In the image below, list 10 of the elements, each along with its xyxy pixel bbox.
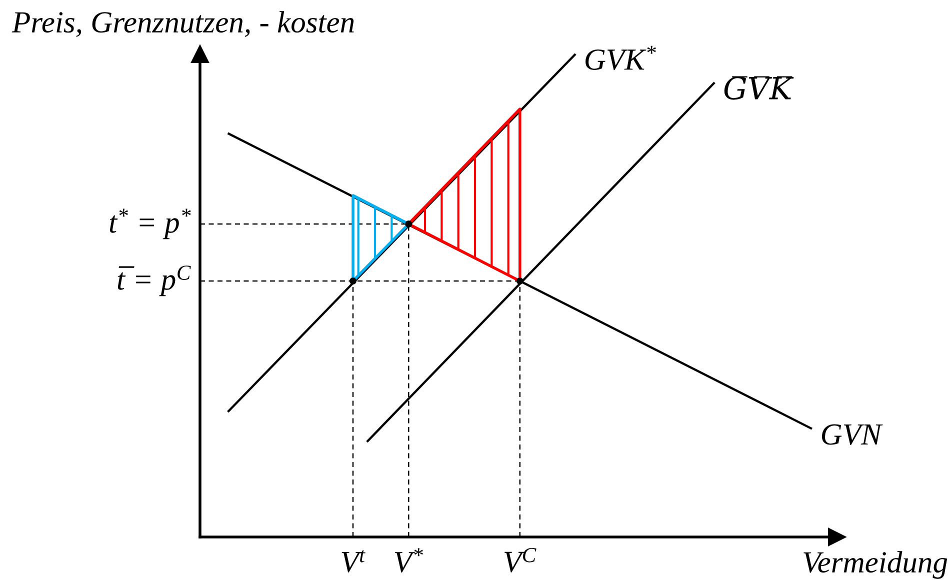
series-label: t̅ = p$^{C}$ (118, 266, 191, 296)
series-label: t$^{*}$ = p$^{*}$ (110, 208, 191, 240)
series-label: G̅V̅K̅ (724, 76, 794, 100)
x-tick-label: V$^{*}$ (394, 548, 423, 573)
series-label: GVN (822, 424, 883, 445)
series-label: GVK$^{*}$ (586, 46, 656, 70)
x-tick-label: V$^{C}$ (504, 548, 536, 572)
x-tick-label: V$^{t}$ (342, 550, 366, 572)
y-axis-title: Preis, Grenznutzen, - kosten (12, 11, 354, 38)
x-axis-title: Vermeidung (804, 551, 948, 579)
